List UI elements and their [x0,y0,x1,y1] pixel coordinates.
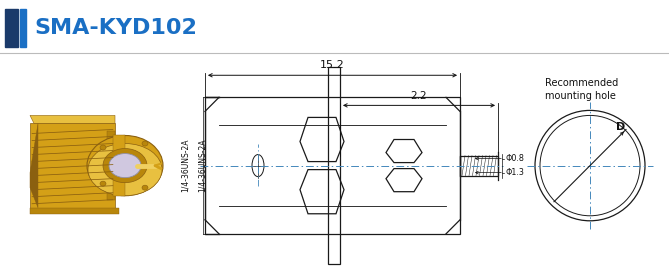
Text: 2.2: 2.2 [411,91,427,101]
Ellipse shape [100,145,106,150]
Text: Φ0.8: Φ0.8 [506,154,525,163]
Ellipse shape [109,153,141,178]
Text: 1/4-36UNS-2A: 1/4-36UNS-2A [181,139,189,192]
Text: SMA-KYD102: SMA-KYD102 [34,18,197,38]
Ellipse shape [100,181,106,186]
Text: 15.2: 15.2 [320,60,345,70]
Bar [205,97,460,234]
Ellipse shape [142,185,148,190]
Text: mounting hole: mounting hole [545,91,616,101]
Ellipse shape [87,136,163,196]
Text: D: D [615,122,625,132]
Text: 1/4-36UNS-2A: 1/4-36UNS-2A [197,139,207,192]
Ellipse shape [88,144,162,196]
Polygon shape [30,115,115,123]
Ellipse shape [142,141,148,146]
Text: Φ1.3: Φ1.3 [506,168,525,177]
Bar [30,208,119,214]
Text: Recommended: Recommended [545,78,618,88]
Ellipse shape [103,148,147,183]
Bar [5,9,18,47]
Bar [328,67,340,264]
Bar [20,9,26,47]
Bar [113,136,125,196]
Bar [460,156,498,176]
Bar [107,131,115,200]
Polygon shape [30,123,38,208]
Bar [30,123,115,208]
